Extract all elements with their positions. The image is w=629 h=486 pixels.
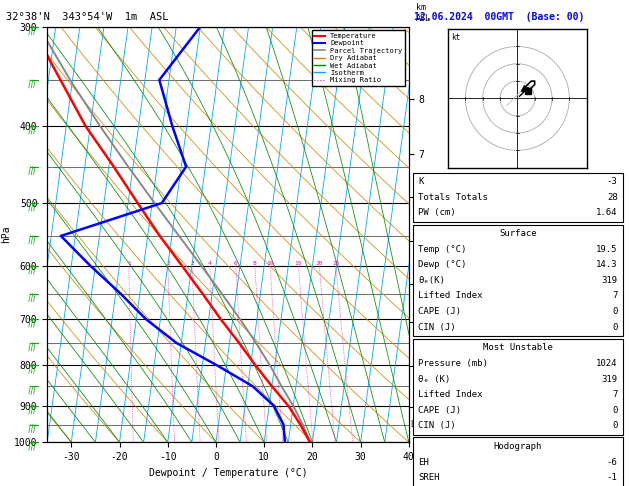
Text: Temp (°C): Temp (°C) (418, 245, 467, 254)
Text: CIN (J): CIN (J) (418, 323, 456, 331)
X-axis label: Dewpoint / Temperature (°C): Dewpoint / Temperature (°C) (148, 468, 308, 478)
Text: 7: 7 (612, 390, 618, 399)
Text: 1024: 1024 (596, 359, 618, 368)
Text: Hodograph: Hodograph (494, 442, 542, 451)
Text: 28: 28 (607, 193, 618, 202)
Text: 3: 3 (190, 261, 194, 266)
Text: 1.64: 1.64 (596, 208, 618, 217)
Text: Pressure (mb): Pressure (mb) (418, 359, 488, 368)
Text: EH: EH (418, 458, 429, 467)
Text: 0: 0 (612, 421, 618, 430)
Text: 1: 1 (127, 261, 131, 266)
Text: Most Unstable: Most Unstable (483, 344, 553, 352)
Text: 20: 20 (316, 261, 323, 266)
Text: -1: -1 (607, 473, 618, 482)
Text: PW (cm): PW (cm) (418, 208, 456, 217)
Text: θₑ(K): θₑ(K) (418, 276, 445, 285)
Text: Lifted Index: Lifted Index (418, 292, 483, 300)
Y-axis label: hPa: hPa (1, 226, 11, 243)
Text: 25: 25 (332, 261, 340, 266)
Text: 2: 2 (166, 261, 170, 266)
Text: Surface: Surface (499, 229, 537, 238)
Text: 319: 319 (601, 375, 618, 383)
Text: Lifted Index: Lifted Index (418, 390, 483, 399)
Text: 6: 6 (234, 261, 238, 266)
Text: Mixing Ratio (g/kg): Mixing Ratio (g/kg) (440, 228, 450, 324)
Text: CIN (J): CIN (J) (418, 421, 456, 430)
Text: 0: 0 (612, 406, 618, 415)
Text: 4: 4 (208, 261, 212, 266)
Text: CAPE (J): CAPE (J) (418, 307, 461, 316)
Text: 7: 7 (612, 292, 618, 300)
Text: 0: 0 (612, 307, 618, 316)
Text: -6: -6 (607, 458, 618, 467)
Text: 14.3: 14.3 (596, 260, 618, 269)
Text: Dewp (°C): Dewp (°C) (418, 260, 467, 269)
Text: θₑ (K): θₑ (K) (418, 375, 450, 383)
Text: km
ASL: km ASL (416, 3, 431, 22)
Text: 319: 319 (601, 276, 618, 285)
Text: CAPE (J): CAPE (J) (418, 406, 461, 415)
Text: 15: 15 (295, 261, 303, 266)
Text: 19.5: 19.5 (596, 245, 618, 254)
Text: K: K (418, 177, 424, 186)
Text: 0: 0 (612, 323, 618, 331)
Text: Totals Totals: Totals Totals (418, 193, 488, 202)
Text: 12.06.2024  00GMT  (Base: 00): 12.06.2024 00GMT (Base: 00) (414, 12, 584, 22)
Text: 32°38'N  343°54'W  1m  ASL: 32°38'N 343°54'W 1m ASL (6, 12, 169, 22)
Text: -3: -3 (607, 177, 618, 186)
Text: 8: 8 (253, 261, 257, 266)
Text: kt: kt (452, 33, 461, 41)
Text: SREH: SREH (418, 473, 440, 482)
Legend: Temperature, Dewpoint, Parcel Trajectory, Dry Adiabat, Wet Adiabat, Isotherm, Mi: Temperature, Dewpoint, Parcel Trajectory… (311, 30, 405, 86)
Text: LCL: LCL (410, 420, 424, 429)
Text: 10: 10 (266, 261, 274, 266)
